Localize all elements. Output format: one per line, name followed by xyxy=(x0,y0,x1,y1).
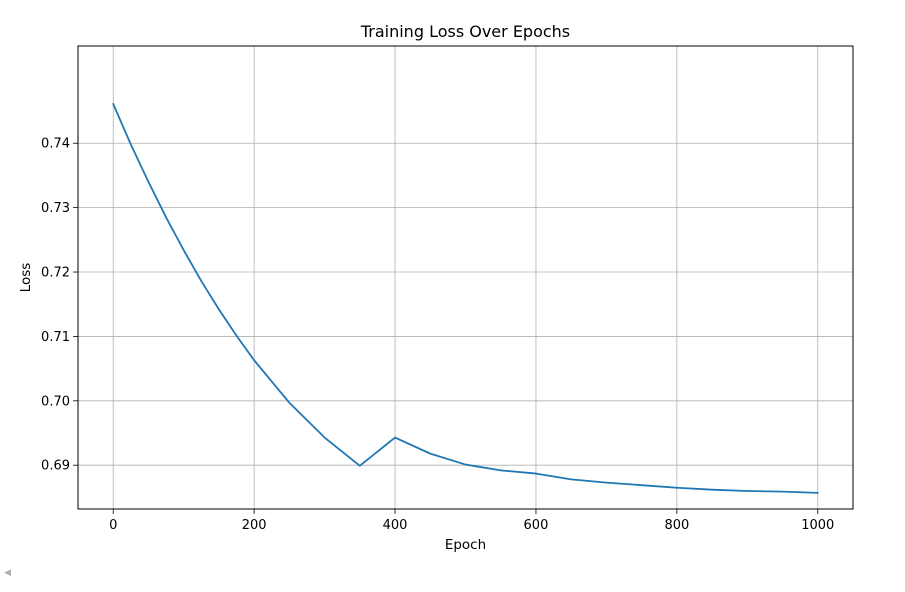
x-tick-label: 0 xyxy=(109,518,117,533)
y-tick-label: 0.74 xyxy=(41,137,70,152)
x-axis-label: Epoch xyxy=(445,537,486,553)
x-tick-label: 600 xyxy=(524,518,549,533)
x-tick-label: 1000 xyxy=(801,518,834,533)
x-tick-label: 200 xyxy=(242,518,267,533)
chart-title: Training Loss Over Epochs xyxy=(360,22,570,41)
plot-frame xyxy=(77,45,854,510)
x-tick-label: 400 xyxy=(383,518,408,533)
caret-left-icon[interactable]: ◀ xyxy=(4,568,11,578)
grid-layer xyxy=(78,46,853,509)
tick-layer: 0 200 400 600 800 1000 0.69 0.70 0.71 0.72 0.73 0.7… xyxy=(41,137,834,533)
x-tick-label: 800 xyxy=(664,518,689,533)
y-tick-label: 0.72 xyxy=(41,266,70,281)
y-tick-label: 0.69 xyxy=(41,459,70,474)
y-tick-label: 0.73 xyxy=(41,201,70,216)
y-tick-label: 0.70 xyxy=(41,394,70,409)
series-layer xyxy=(112,103,819,494)
y-axis-label: Loss xyxy=(18,263,34,293)
y-tick-label: 0.71 xyxy=(41,330,70,345)
loss-line xyxy=(112,103,819,494)
